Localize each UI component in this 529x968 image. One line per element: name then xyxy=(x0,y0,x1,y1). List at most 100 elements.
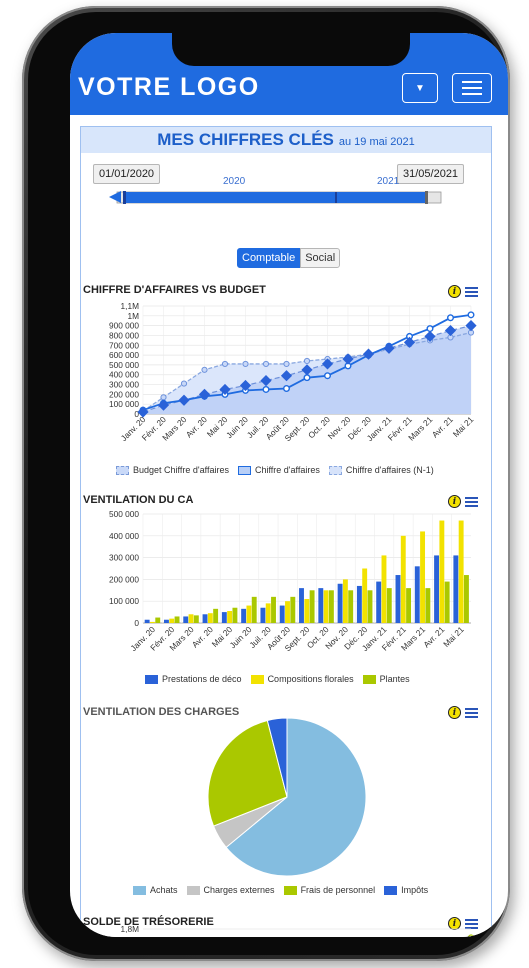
bar xyxy=(271,596,276,623)
bar xyxy=(381,555,387,623)
point-ca xyxy=(303,374,311,382)
bar xyxy=(337,583,343,623)
point-ca xyxy=(467,311,475,319)
bar xyxy=(279,605,285,623)
view-toggle: Comptable Social xyxy=(237,248,341,268)
point-budget xyxy=(280,370,293,382)
bar xyxy=(434,555,440,623)
start-date-field[interactable]: 01/01/2020 xyxy=(93,164,161,184)
section-title-ca-budget: CHIFFRE D'AFFAIRES VS BUDGET xyxy=(83,284,266,296)
x-tick-label: Avr. 21 xyxy=(430,414,455,439)
menu-button[interactable] xyxy=(452,73,492,103)
x-tick-label: Mai 21 xyxy=(451,414,476,439)
bar xyxy=(342,579,348,623)
pie-slice xyxy=(207,719,288,827)
point-budget xyxy=(342,353,354,365)
toggle-social[interactable]: Social xyxy=(300,248,341,268)
section-title-tresorerie: SOLDE DE TRÉSORERIE xyxy=(83,916,214,928)
point-budget xyxy=(301,364,313,376)
y-tick-label: 1,1M xyxy=(121,301,140,311)
point-budget xyxy=(178,394,190,406)
point-ca xyxy=(426,325,434,333)
y-tick-label: 200 000 xyxy=(109,389,139,399)
bar xyxy=(285,601,290,623)
bar xyxy=(227,611,233,623)
end-date-field[interactable]: 31/05/2021 xyxy=(397,164,465,184)
dashboard-panel: MES CHIFFRES CLÉS au 19 mai 2021 01/01/2… xyxy=(80,126,492,937)
bar xyxy=(207,613,213,623)
legend-ventilation-charges: Achats Charges externes Frais de personn… xyxy=(133,885,437,895)
dropdown-button[interactable]: ▼ xyxy=(402,73,438,103)
x-tick-label: Mai 21 xyxy=(441,624,466,649)
legend-item: Impôts xyxy=(401,885,429,895)
legend-item: Plantes xyxy=(379,674,410,684)
info-icon[interactable]: i xyxy=(448,495,461,508)
menu-icon[interactable] xyxy=(465,497,478,507)
legend-item: Chiffre d'affaires (N-1) xyxy=(345,465,434,475)
info-icon[interactable]: i xyxy=(448,917,461,930)
bar xyxy=(232,607,238,623)
y-tick-label: 900 000 xyxy=(109,321,139,331)
toggle-comptable[interactable]: Comptable xyxy=(237,248,301,268)
bar xyxy=(246,605,252,623)
bar xyxy=(458,520,464,623)
x-tick-label: Avr. 21 xyxy=(421,624,446,649)
y-tick-label: 600 000 xyxy=(109,350,139,360)
point-ca xyxy=(447,314,455,322)
x-tick-label: Juin 20 xyxy=(224,414,250,440)
page-date: au 19 mai 2021 xyxy=(338,136,415,148)
slider-range xyxy=(123,192,425,203)
date-range-slider[interactable] xyxy=(109,189,443,205)
y-tick-label: 0 xyxy=(134,409,139,419)
bar xyxy=(386,588,392,623)
y-tick-label: 100 000 xyxy=(109,399,139,409)
bar xyxy=(395,575,401,623)
menu-icon[interactable] xyxy=(465,287,478,297)
point-ca xyxy=(282,384,290,392)
legend-ventilation-ca: Prestations de déco Compositions florale… xyxy=(145,674,419,684)
bar xyxy=(362,568,368,623)
point-tresorerie xyxy=(467,934,475,937)
y-tick-label: 500 000 xyxy=(109,360,139,370)
pie-slice xyxy=(266,717,288,798)
info-icon[interactable]: i xyxy=(448,706,461,719)
y-tick-label: 400 000 xyxy=(109,531,139,541)
x-tick-label: Avr. 20 xyxy=(190,624,215,649)
bar xyxy=(213,608,219,623)
menu-icon[interactable] xyxy=(465,919,478,929)
chart-ventilation-charges xyxy=(207,717,367,877)
bar xyxy=(202,614,208,623)
bar xyxy=(356,585,362,623)
bar xyxy=(318,588,324,623)
bar xyxy=(367,590,373,623)
bar xyxy=(420,531,426,623)
y-tick-label: 500 000 xyxy=(109,509,139,519)
page-header: MES CHIFFRES CLÉS au 19 mai 2021 xyxy=(81,127,491,153)
legend-item: Charges externes xyxy=(203,885,275,895)
point-budget xyxy=(383,342,395,354)
year-label-end: 2021 xyxy=(377,176,400,187)
bar xyxy=(309,590,315,623)
point-budget xyxy=(321,358,334,370)
caret-down-icon: ▼ xyxy=(415,82,425,94)
menu-icon[interactable] xyxy=(465,708,478,718)
section-title-ventilation-ca: VENTILATION DU CA xyxy=(83,494,194,506)
bar xyxy=(414,566,420,623)
app-screen: VOTRE LOGO ▼ MES CHIFFRES CLÉS au 19 mai… xyxy=(70,33,508,937)
bar xyxy=(444,581,450,623)
bar xyxy=(376,581,382,623)
point-budget xyxy=(403,336,416,348)
app-logo: VOTRE LOGO xyxy=(78,73,260,101)
info-icon[interactable]: i xyxy=(448,285,461,298)
bar xyxy=(425,588,431,623)
y-tick-label: 100 000 xyxy=(109,596,139,606)
point-ca-n1 xyxy=(262,360,270,368)
bar xyxy=(348,590,354,623)
chart-tresorerie: 1,4M1,6M1,8M xyxy=(121,924,475,937)
bar xyxy=(251,596,257,623)
bar xyxy=(174,616,180,623)
bar xyxy=(304,599,310,623)
y-tick-label: 0 xyxy=(134,618,139,628)
point-budget xyxy=(444,324,457,337)
